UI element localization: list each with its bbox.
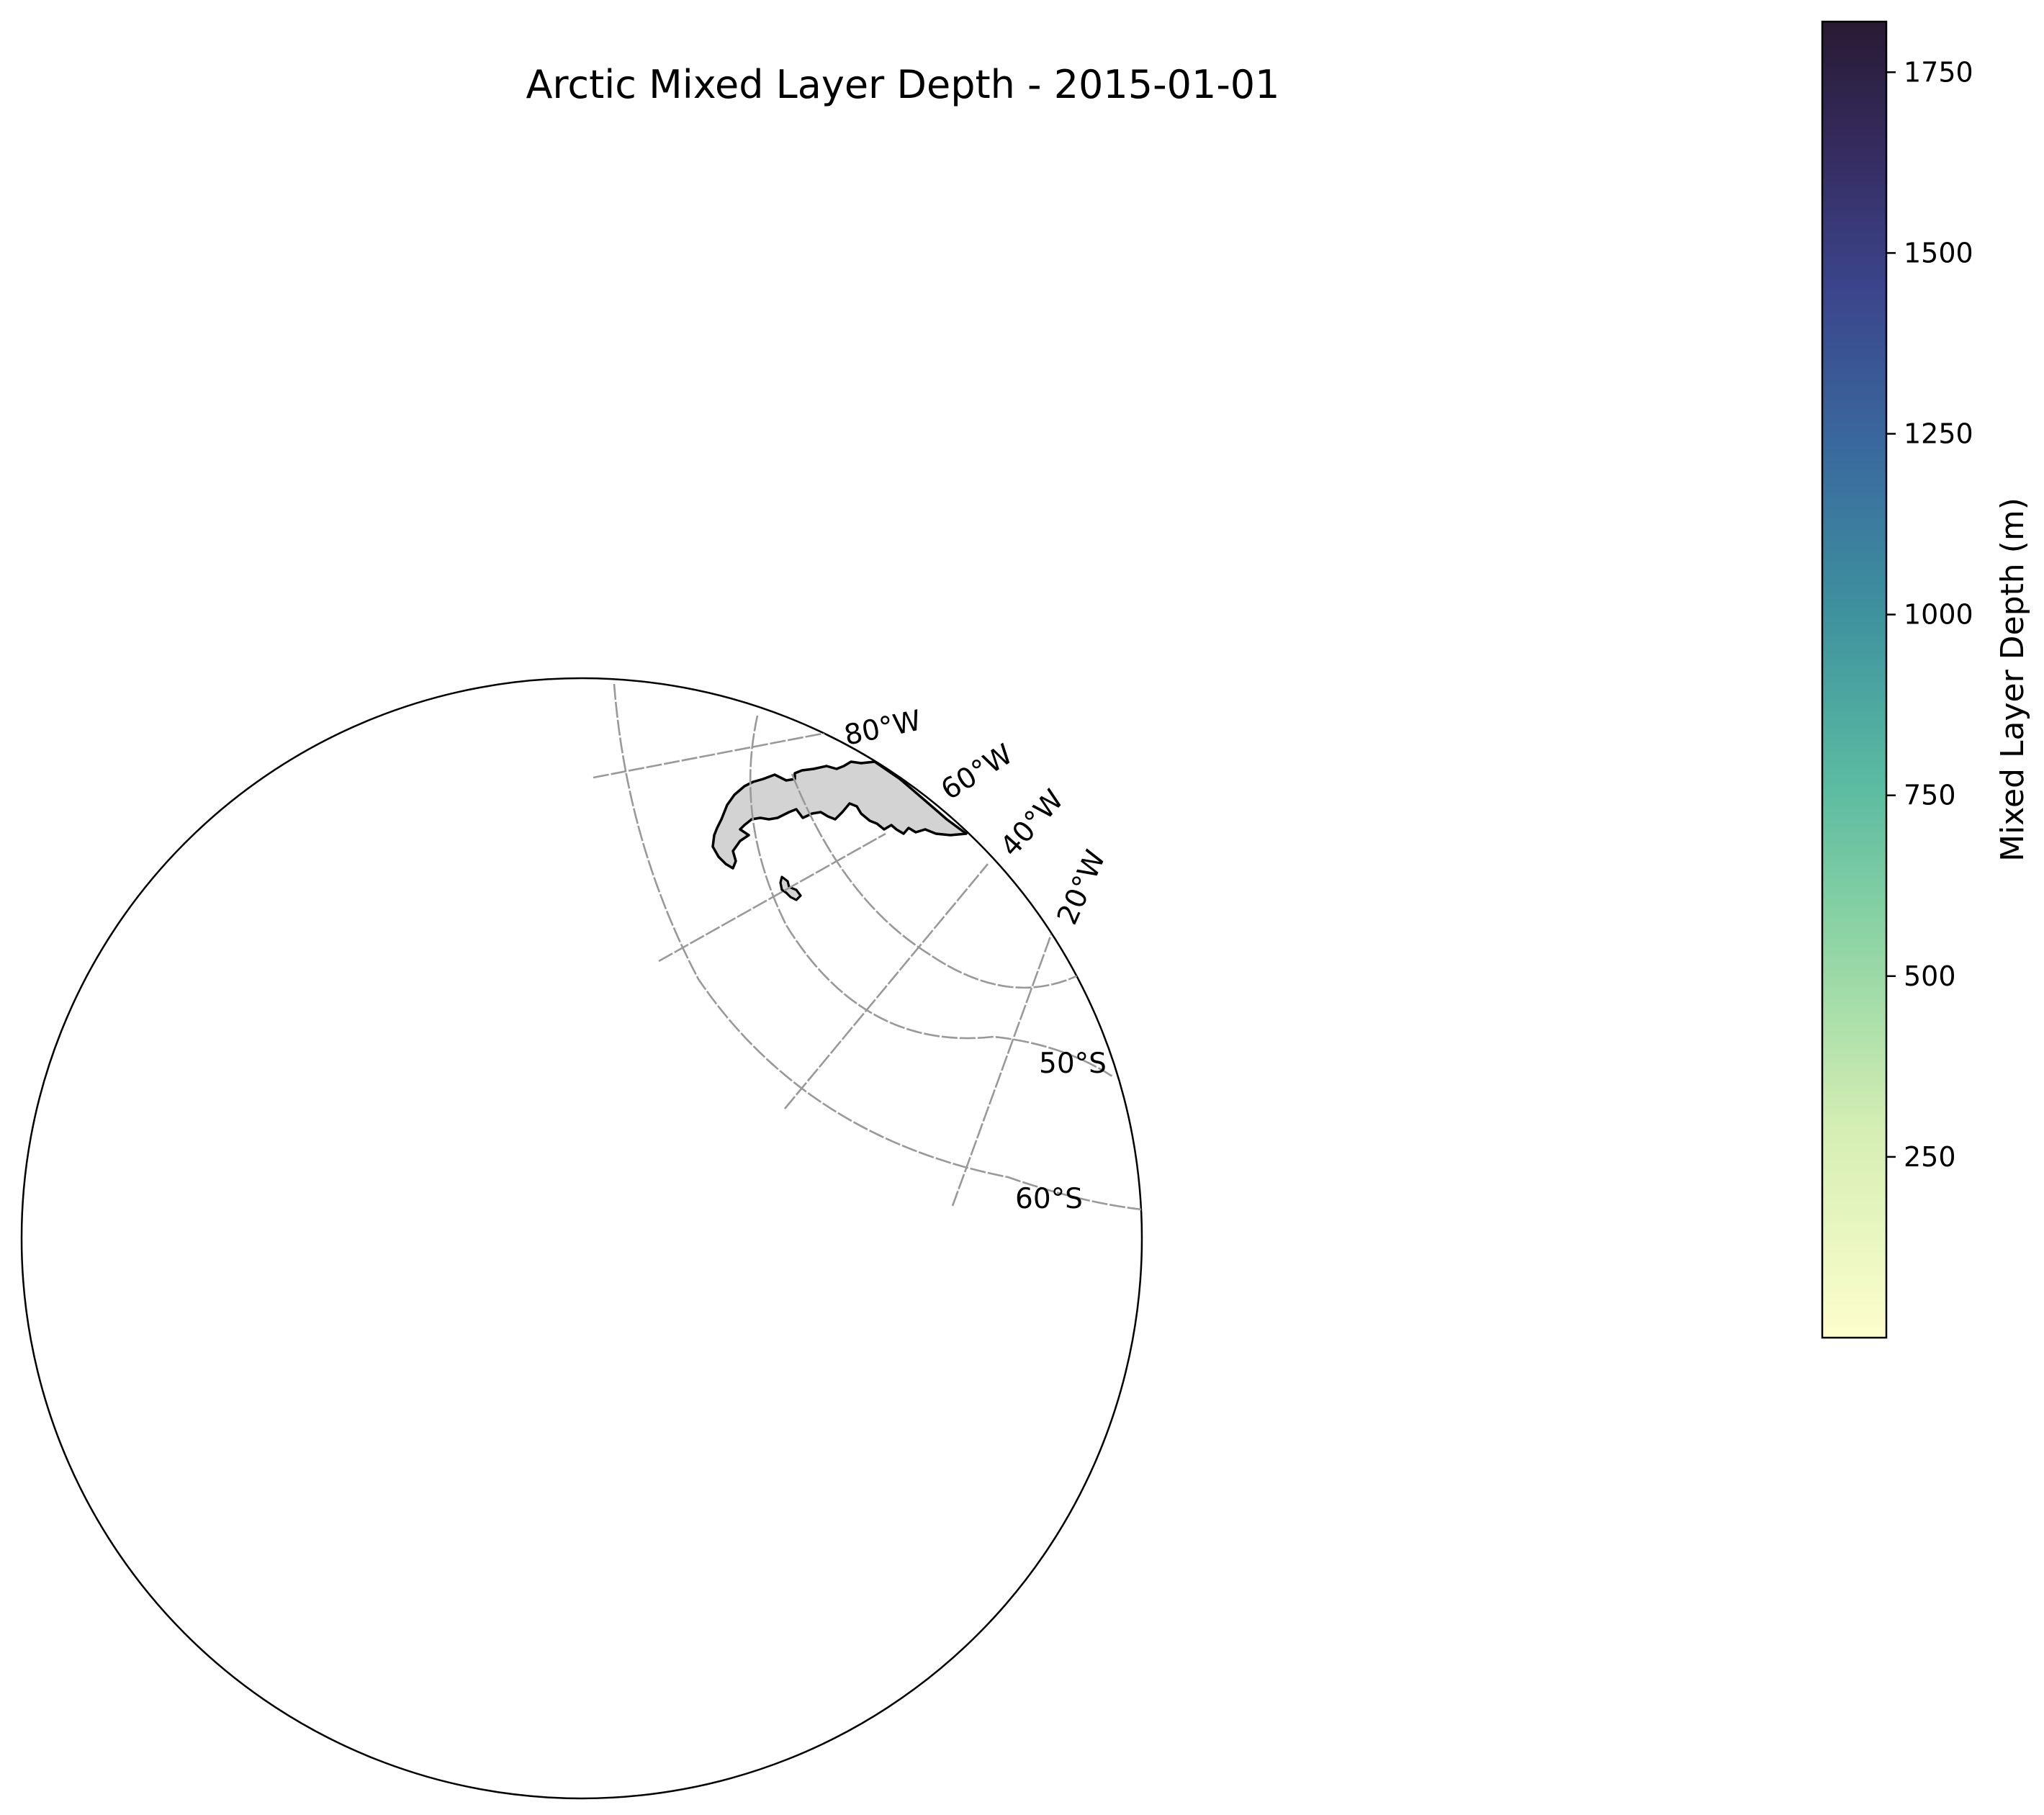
gridline-meridian-20w (951, 934, 1053, 1207)
map-title: Arctic Mixed Layer Depth - 2015-01-01 (526, 62, 1279, 107)
colorbar-label: Mixed Layer Depth (m) (1994, 497, 2031, 862)
colorbar-ticks: 250 500 750 1000 1250 1500 1750 (1886, 56, 1973, 1173)
colorbar-tick-label: 1000 (1904, 599, 1973, 631)
colorbar-gradient (1821, 20, 1888, 1339)
colorbar-tick-label: 1250 (1904, 418, 1973, 450)
label-meridian-60w: 60°W (935, 738, 1018, 806)
label-parallel-60s: 60°S (1015, 1183, 1083, 1215)
map-area: 80°W 60°W 40°W 20°W 50°S 60°S (20, 677, 1143, 1800)
gridline-parallel-inner (791, 773, 1079, 989)
gridline-parallel-60s (613, 683, 1142, 1211)
gridline-meridian-40w (783, 863, 989, 1109)
colorbar-tick-label: 1750 (1904, 56, 1973, 88)
gridline-parallel-50s (749, 715, 1113, 1078)
land-small-island (779, 875, 802, 901)
label-meridian-20w: 20°W (1051, 845, 1112, 929)
land-antarctic-peninsula (711, 760, 968, 870)
colorbar-tick-label: 250 (1904, 1141, 1956, 1173)
label-meridian-80w: 80°W (842, 704, 924, 752)
map-boundary (20, 677, 1143, 1800)
label-parallel-50s: 50°S (1039, 1048, 1107, 1080)
gridline-meridian-60w (658, 832, 886, 963)
colorbar-tick-label: 750 (1904, 780, 1956, 811)
label-meridian-40w: 40°W (994, 784, 1071, 863)
colorbar-tick-label: 1500 (1904, 237, 1973, 269)
colorbar: 250 500 750 1000 1250 1500 1750 Mixed Layer De… (1821, 20, 2031, 1339)
colorbar-tick-label: 500 (1904, 960, 1956, 992)
